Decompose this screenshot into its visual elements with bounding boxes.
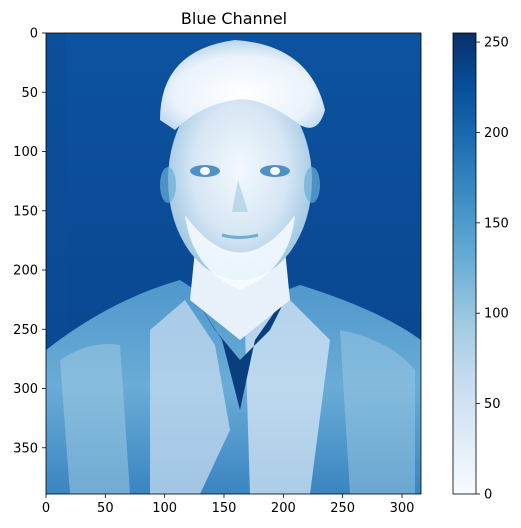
colorbar-tick-label: 50 [484, 397, 501, 412]
heatmap-image [46, 33, 421, 494]
colorbar-tick-label: 100 [484, 307, 509, 322]
x-tick-label: 250 [330, 501, 355, 516]
colorbar-tick-label: 250 [484, 36, 509, 51]
colorbar-tick-label: 200 [484, 126, 509, 141]
y-tick-label: 50 [21, 86, 38, 101]
x-tick-label: 150 [212, 501, 237, 516]
y-tick-label: 300 [13, 382, 38, 397]
x-tick-label: 50 [97, 501, 114, 516]
plot-frame [45, 32, 422, 495]
colorbar-axis: 0 50 100 150 200 250 [476, 36, 509, 503]
y-tick-label: 250 [13, 323, 38, 338]
y-tick-label: 350 [13, 441, 38, 456]
x-tick-label: 100 [152, 501, 177, 516]
y-tick-label: 0 [30, 27, 38, 42]
y-tick-label: 150 [13, 204, 38, 219]
y-tick-label: 100 [13, 145, 38, 160]
colorbar-tick-label: 0 [484, 488, 492, 503]
x-tick-label: 0 [42, 501, 50, 516]
x-axis: 0 50 100 150 200 250 300 [42, 494, 415, 516]
x-tick-label: 300 [390, 501, 415, 516]
y-tick-label: 200 [13, 264, 38, 279]
colorbar-tick-label: 150 [484, 216, 509, 231]
chart-title: Blue Channel [181, 9, 287, 28]
x-tick-label: 200 [271, 501, 296, 516]
y-axis: 0 50 100 150 200 250 300 350 [13, 27, 46, 456]
colorbar [452, 32, 477, 495]
